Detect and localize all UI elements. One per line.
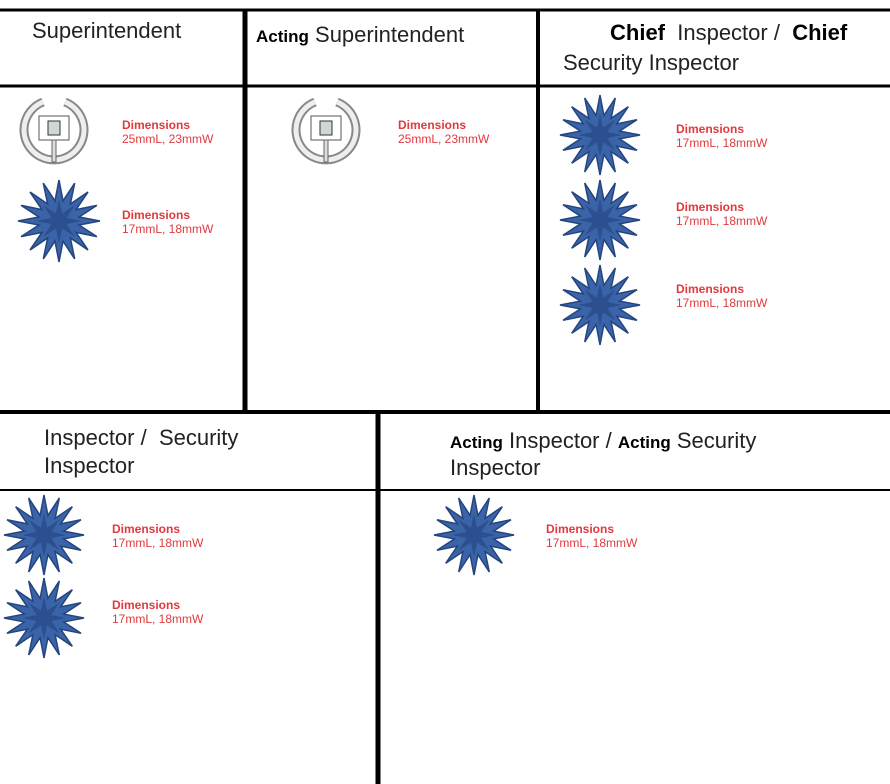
dim-label: Dimensions bbox=[676, 122, 745, 136]
dim-size: 25mmL, 23mmW bbox=[398, 132, 490, 146]
dim-label: Dimensions bbox=[676, 282, 745, 296]
panel-title: Superintendent bbox=[32, 18, 182, 43]
dim-size: 17mmL, 18mmW bbox=[676, 296, 768, 310]
borders bbox=[0, 8, 890, 784]
panel-title: Acting Superintendent bbox=[256, 22, 464, 50]
dim-label: Dimensions bbox=[676, 200, 745, 214]
panel-title: Inspector bbox=[450, 455, 541, 480]
dim-size: 17mmL, 18mmW bbox=[546, 536, 638, 550]
dim-label: Dimensions bbox=[546, 522, 615, 536]
dim-size: 17mmL, 18mmW bbox=[122, 222, 214, 236]
title-part: Acting bbox=[617, 433, 671, 452]
title-part: Chief bbox=[610, 20, 665, 45]
dim-label: Dimensions bbox=[112, 522, 181, 536]
title-part: Inspector / bbox=[677, 20, 780, 45]
title-part: Chief bbox=[792, 20, 848, 45]
dim-size: 17mmL, 18mmW bbox=[112, 536, 204, 550]
title-part: Security bbox=[676, 428, 757, 453]
dim-label: Dimensions bbox=[122, 208, 191, 222]
dim-label: Dimensions bbox=[398, 118, 467, 132]
title-part: Inspector / bbox=[509, 428, 612, 453]
panel-title: Chief Inspector / Chief bbox=[610, 20, 847, 46]
title-part: Acting bbox=[450, 433, 503, 452]
dim-size: 17mmL, 18mmW bbox=[112, 612, 204, 626]
dim-size: 17mmL, 18mmW bbox=[676, 136, 768, 150]
title-part: Acting bbox=[256, 27, 309, 46]
panel-title: Acting Inspector / Acting Security bbox=[450, 428, 756, 456]
title-part: Superintendent bbox=[315, 22, 465, 47]
dim-size: 25mmL, 23mmW bbox=[122, 132, 214, 146]
dim-size: 17mmL, 18mmW bbox=[676, 214, 768, 228]
insignia bbox=[3, 94, 641, 659]
dim-label: Dimensions bbox=[122, 118, 191, 132]
panel-title: Security Inspector bbox=[563, 50, 740, 75]
dim-label: Dimensions bbox=[112, 598, 181, 612]
panel-title: Inspector / Security bbox=[44, 425, 239, 450]
panel-title: Inspector bbox=[44, 453, 135, 478]
